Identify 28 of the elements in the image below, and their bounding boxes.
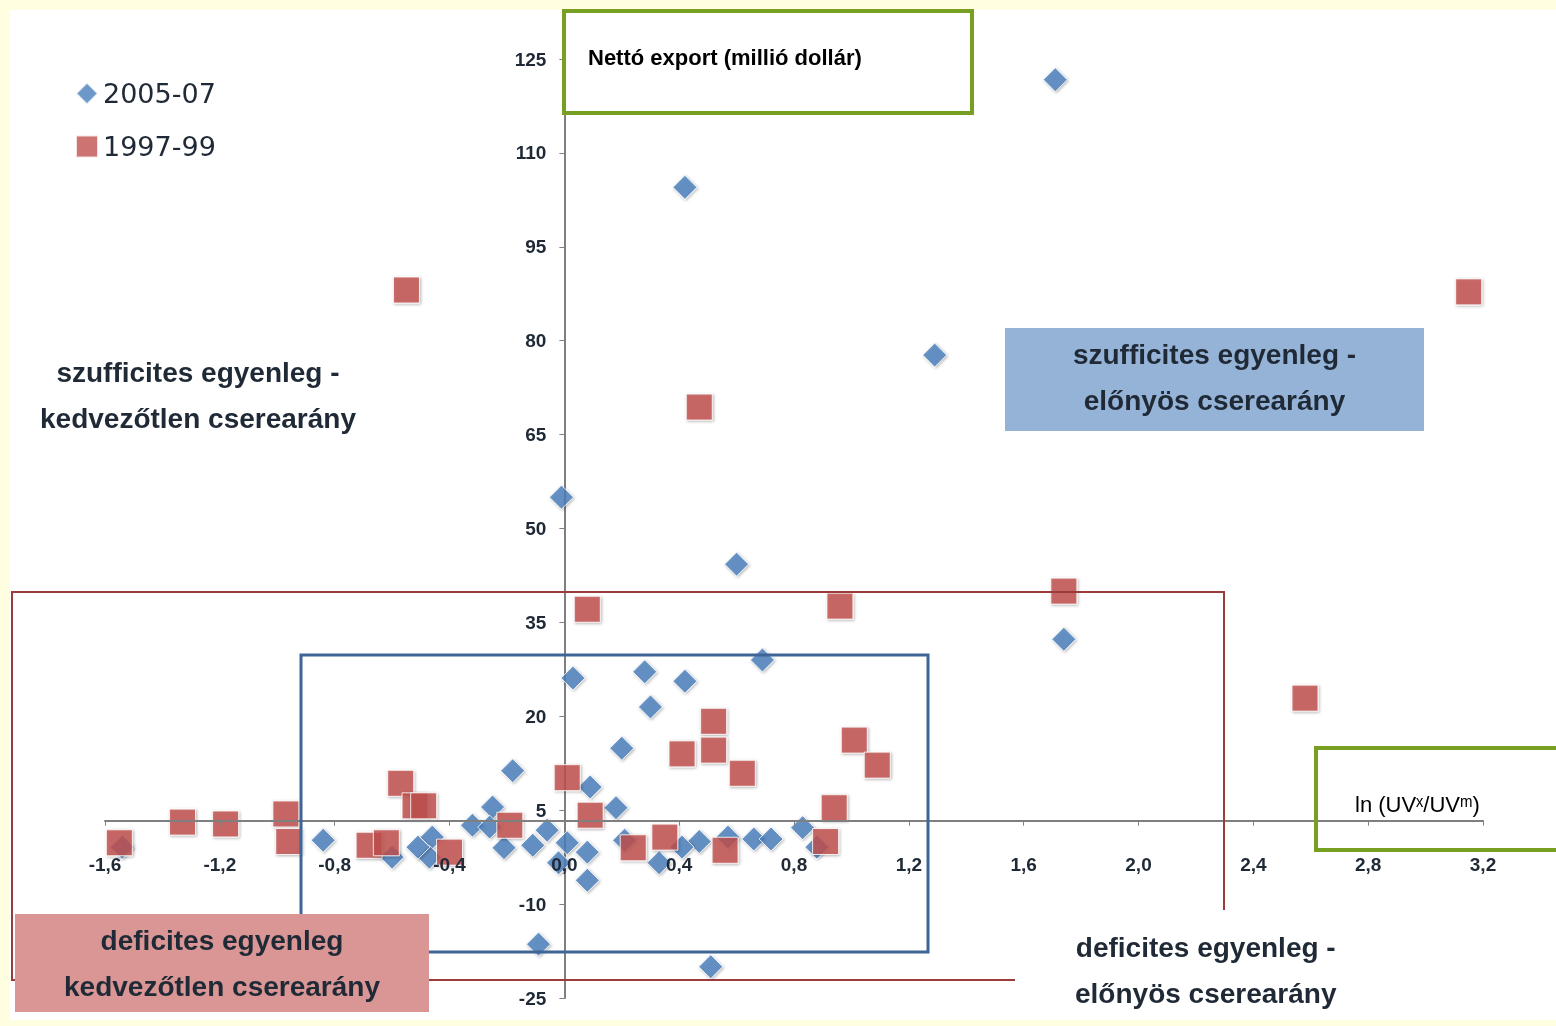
x-tick-label: 2,8: [1354, 853, 1382, 875]
y-tick-label: -10: [518, 893, 547, 915]
x-tick-label: 2,4: [1240, 853, 1267, 875]
y-tick-label: 80: [525, 330, 547, 352]
y-tick-label: 35: [525, 611, 547, 633]
y-tick-label: 65: [525, 424, 547, 446]
x-tick-label: -1,6: [88, 853, 122, 875]
y-tick-label: 20: [525, 705, 547, 727]
x-tick-label: 0,4: [665, 853, 693, 875]
x-tick-label: -1,2: [203, 853, 237, 875]
legend-label: 1997-99: [103, 131, 216, 162]
y-tick-label: 95: [525, 236, 547, 258]
y-tick-label: 50: [525, 518, 547, 539]
x-tick-label: 0,8: [780, 853, 808, 875]
x-tick-label: 1,6: [1010, 853, 1037, 875]
y-tick-label: 5: [535, 799, 547, 821]
x-tick-label: 2,0: [1125, 853, 1152, 875]
x-tick-label: 3,2: [1469, 853, 1497, 875]
annotation: deficites egyenleg - előnyös cserearány: [1075, 931, 1337, 1011]
y-tick-label: 125: [514, 48, 547, 70]
x-axis-title: ln (UVˣ/UVᵐ): [1355, 792, 1480, 818]
x-tick-label: 1,2: [895, 853, 923, 875]
annotation: szufficites egyenleg - kedvezőtlen cserearány: [40, 356, 356, 436]
legend-label: 2005-07: [103, 78, 216, 109]
x-tick-label: -0,8: [318, 853, 352, 875]
y-tick-label: 110: [515, 142, 547, 164]
y-tick-label: -25: [518, 987, 547, 1009]
y-axis-title: Nettó export (millió dollár): [588, 45, 862, 71]
